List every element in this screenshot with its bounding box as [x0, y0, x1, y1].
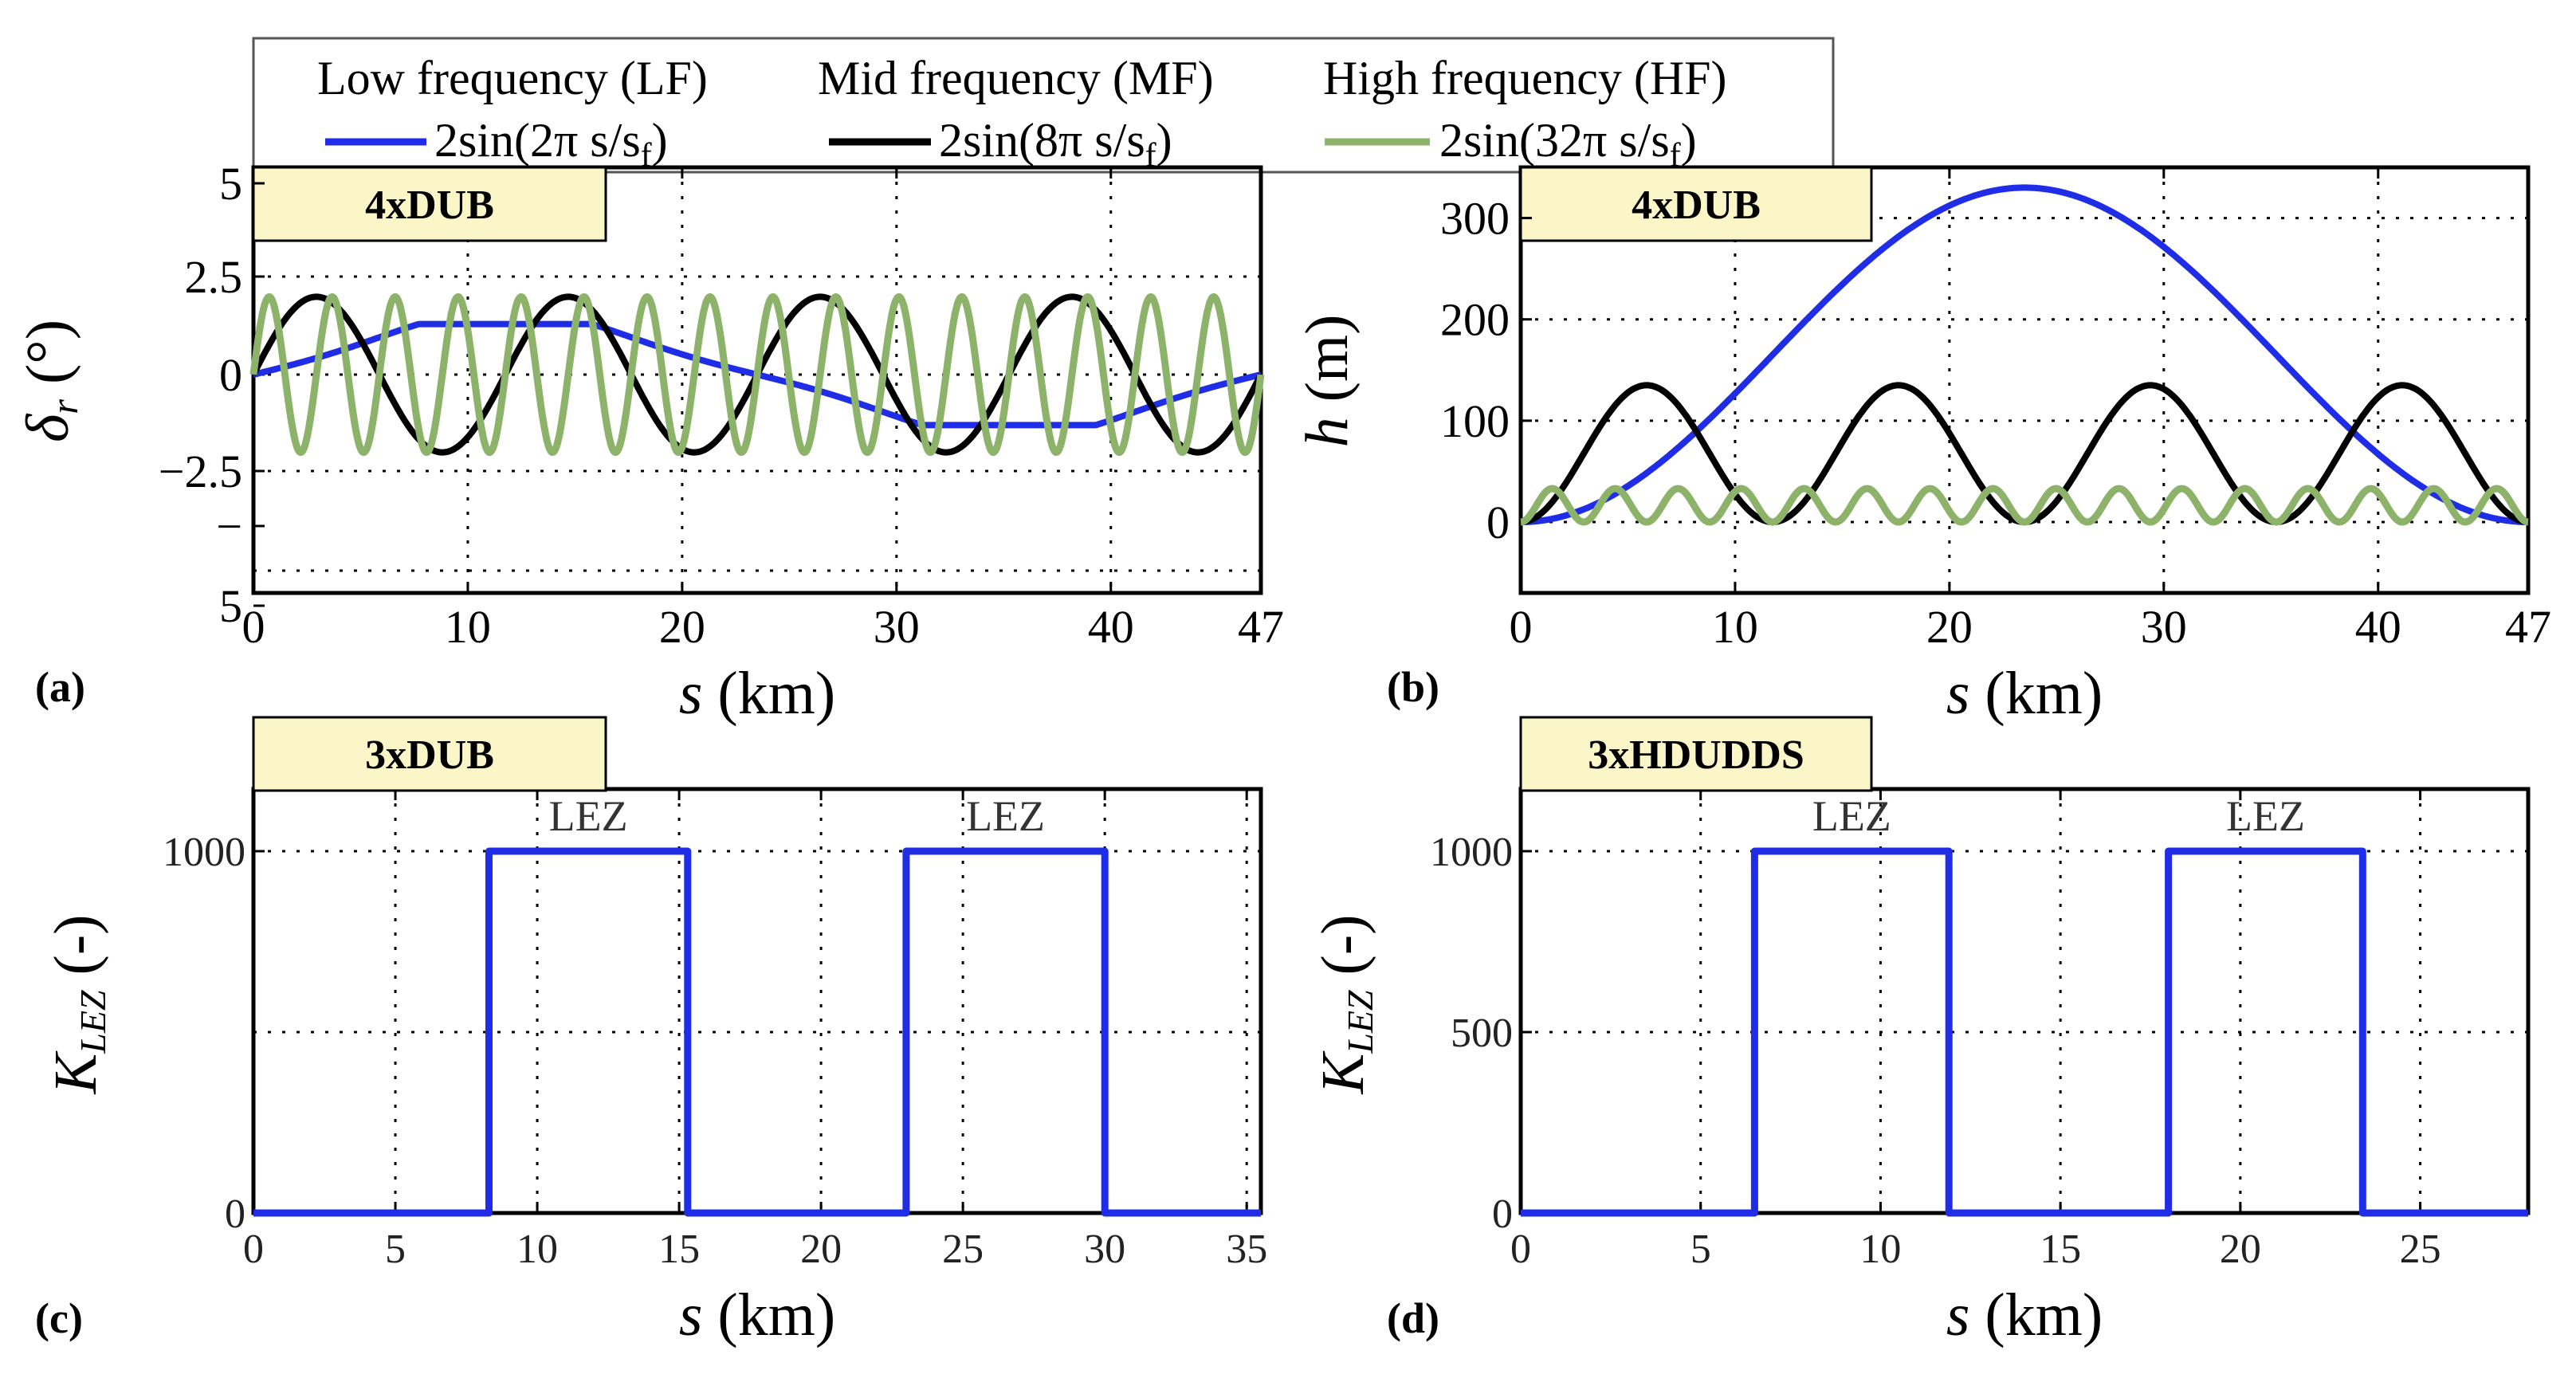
x-tick-label: 20 — [1926, 601, 1973, 653]
x-tick-label: 10 — [516, 1227, 558, 1272]
legend-formula-mf: 2sin(8π s/sf) — [939, 114, 1172, 174]
y-tick-label: 300 — [1440, 193, 1510, 245]
x-tick-label: 20 — [659, 601, 705, 653]
x-tick-label: 25 — [2400, 1227, 2441, 1272]
y-tick-label: 100 — [1440, 395, 1510, 447]
legend-formula-lf: 2sin(2π s/sf) — [434, 114, 668, 174]
x-tick-label: 15 — [2040, 1227, 2081, 1272]
lez-label: LEZ — [1812, 792, 1891, 840]
x-tick-label: 47 — [2505, 601, 2551, 653]
legend-title-mf: Mid frequency (MF) — [818, 52, 1214, 104]
legend: Low frequency (LF) Mid frequency (MF) Hi… — [252, 37, 1835, 174]
x-tick-label: 10 — [1859, 1227, 1901, 1272]
x-tick-label: 40 — [1088, 601, 1134, 653]
x-tick-label: 20 — [800, 1227, 842, 1272]
x-tick-label: 0 — [1510, 601, 1533, 653]
lez-label: LEZ — [549, 792, 628, 840]
x-tick-label: 30 — [2141, 601, 2187, 653]
run-tag-box — [252, 166, 607, 242]
y-tick-label: 0 — [219, 349, 242, 401]
x-tick-label: 47 — [1238, 601, 1284, 653]
y-tick-label: 200 — [1440, 294, 1510, 346]
x-axis-label: s (km) — [679, 1282, 835, 1348]
run-tag-box — [1519, 716, 1873, 792]
legend-box — [252, 37, 1835, 174]
x-tick-label: 5 — [385, 1227, 406, 1272]
x-axis-label: s (km) — [1946, 660, 2103, 727]
y-axis-label: KLEZ (-) — [1310, 915, 1380, 1095]
y-tick-label: − — [216, 501, 242, 552]
y-tick-label: 500 — [1451, 1011, 1513, 1056]
run-tag-box — [252, 716, 607, 792]
y-tick-label: 5 — [219, 580, 242, 632]
panel-c: 0 5 10 15 20 25 30 35 3xDUB (c) 1000 0 KLEZ (-) s (km… — [35, 716, 1267, 1348]
y-tick-label: 0 — [1492, 1191, 1513, 1237]
panel-label: (a) — [35, 663, 85, 711]
y-tick-label: −2.5 — [159, 446, 242, 497]
y-axis-label: δr (°) — [14, 320, 86, 442]
y-tick-label: 2.5 — [185, 251, 243, 303]
panel-d: 0 5 10 15 20 25 3xHDUDDS (d) 1000 500 0 KLEZ (-) s (… — [1310, 716, 2531, 1348]
lez-signal-line — [253, 847, 1261, 1217]
x-tick-label: 0 — [242, 601, 265, 653]
lez-label: LEZ — [2226, 792, 2305, 840]
run-tag-label: 3xDUB — [365, 732, 494, 778]
legend-title-lf: Low frequency (LF) — [317, 52, 708, 104]
series-hf-line — [1518, 485, 2531, 526]
lez-label: LEZ — [966, 792, 1045, 840]
y-tick-label: 1000 — [1430, 830, 1513, 875]
legend-formula-hf: 2sin(32π s/sf) — [1439, 114, 1697, 174]
x-tick-label: 10 — [445, 601, 491, 653]
panel-a: 0 10 20 30 40 47 4xDUB (a) 5 2.5 0 −2.5− 5 δr (°) s (k… — [14, 158, 1284, 727]
run-tag-box — [1519, 166, 1873, 242]
x-tick-label: 10 — [1712, 601, 1758, 653]
series-hf-line — [249, 292, 1265, 457]
legend-title-hf: High frequency (HF) — [1323, 52, 1727, 104]
panel-label: (d) — [1387, 1294, 1439, 1342]
x-axis-label: s (km) — [1946, 1282, 2103, 1348]
x-tick-label: 30 — [874, 601, 920, 653]
x-axis-label: s (km) — [679, 660, 835, 727]
y-tick-label: 5 — [219, 158, 242, 210]
x-tick-label: 20 — [2220, 1227, 2261, 1272]
x-tick-label: 25 — [942, 1227, 984, 1272]
x-tick-label: 5 — [1690, 1227, 1711, 1272]
x-tick-label: 30 — [1084, 1227, 1125, 1272]
x-tick-label: 35 — [1226, 1227, 1267, 1272]
x-tick-label: 0 — [243, 1227, 264, 1272]
run-tag-label: 4xDUB — [365, 183, 494, 228]
y-tick-label: 0 — [225, 1191, 245, 1237]
y-axis-label: h (m) — [1294, 315, 1361, 448]
series-lf-line — [1518, 184, 2531, 525]
axes-frame — [1518, 787, 2531, 1215]
x-tick-label: 0 — [1510, 1227, 1531, 1272]
axes-frame — [1518, 165, 2531, 595]
run-tag-label: 4xDUB — [1632, 183, 1761, 228]
lez-signal-line — [1521, 847, 2528, 1217]
x-tick-label: 15 — [658, 1227, 700, 1272]
y-tick-label: 0 — [1486, 497, 1510, 548]
y-axis-label: KLEZ (-) — [42, 915, 113, 1095]
panel-label: (c) — [35, 1294, 83, 1342]
panel-b: 0 10 20 30 40 47 4xDUB (b) 300 200 100 0 h (m) s (km) — [1294, 165, 2551, 727]
run-tag-label: 3xHDUDDS — [1588, 732, 1804, 778]
x-tick-label: 40 — [2355, 601, 2401, 653]
y-tick-label: 1000 — [163, 830, 245, 875]
axes-frame — [251, 787, 1263, 1215]
panel-label: (b) — [1387, 663, 1439, 711]
